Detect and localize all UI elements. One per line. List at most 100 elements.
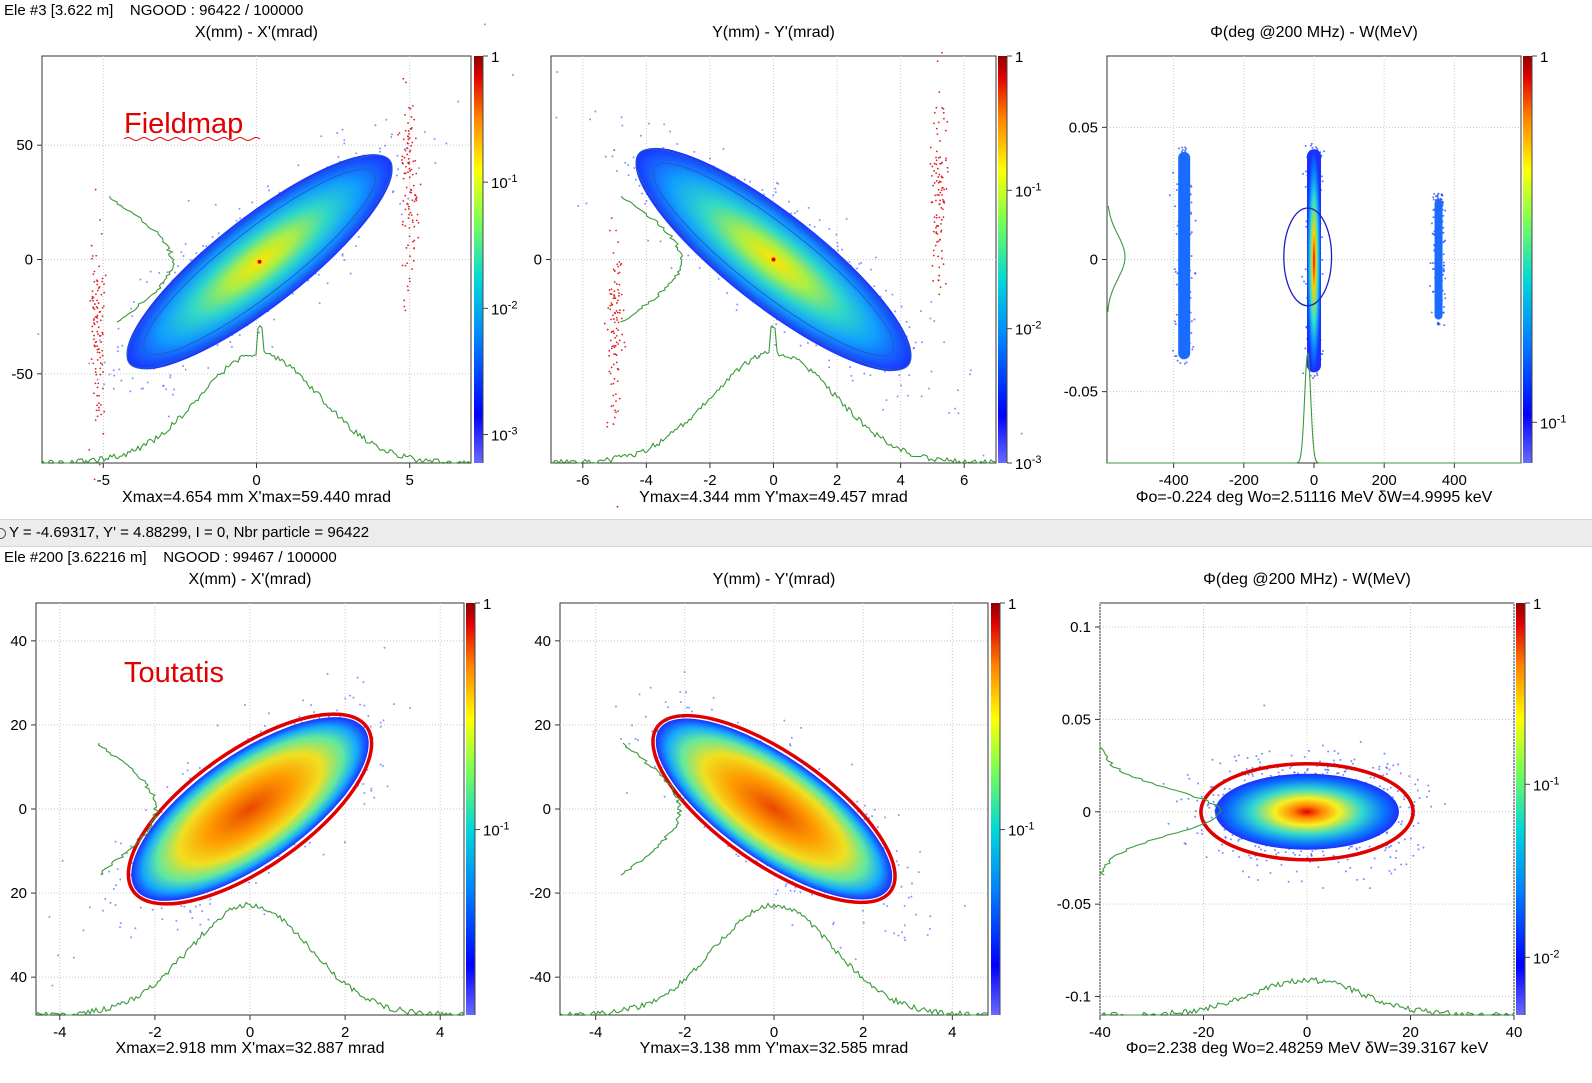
particle: [736, 303, 739, 306]
particle: [352, 696, 355, 699]
x-tick-label: 4: [948, 1024, 956, 1041]
particle: [1432, 216, 1435, 219]
lost-particle: [618, 294, 620, 297]
plot-footer: Ymax=3.138 mm Y'max=32.585 mrad: [640, 1040, 909, 1057]
lost-particle: [406, 142, 409, 144]
particle: [131, 377, 134, 380]
lost-particle: [613, 344, 615, 347]
particle: [790, 736, 793, 739]
lost-particle: [610, 217, 613, 220]
particle: [1179, 361, 1182, 364]
lost-particle: [407, 205, 410, 208]
particle: [119, 922, 122, 925]
particle: [139, 906, 142, 909]
particle: [1168, 194, 1171, 197]
particle: [359, 703, 362, 706]
plot-title: Y(mm) - Y'(mrad): [712, 24, 835, 41]
status-bar: Y = -4.69317, Y' = 4.88299, I = 0, Nbr p…: [0, 519, 1592, 547]
y-profile: [109, 195, 175, 323]
lost-particle: [92, 319, 95, 322]
lost-particle: [615, 354, 618, 356]
particle: [205, 245, 208, 248]
lost-particle: [614, 393, 617, 396]
lost-particle: [402, 138, 405, 141]
particle: [611, 155, 614, 158]
particle: [1429, 262, 1432, 265]
lost-particle: [929, 146, 932, 149]
particle: [982, 454, 985, 457]
lost-particle: [603, 322, 606, 325]
x-tick-label: -5: [97, 472, 110, 489]
plot-footer: Xmax=2.918 mm X'max=32.887 mrad: [116, 1040, 385, 1057]
lost-particle: [615, 327, 618, 330]
lost-particle: [99, 367, 102, 370]
particle: [194, 905, 197, 908]
particle: [1190, 320, 1193, 323]
lost-particle: [97, 287, 100, 290]
lost-particle: [100, 341, 102, 343]
lost-particle: [417, 221, 420, 224]
y-tick-label: 0.05: [1062, 711, 1091, 728]
lost-particle: [404, 129, 407, 132]
particle: [1190, 331, 1193, 334]
lost-particle: [939, 156, 942, 159]
particle: [920, 395, 923, 398]
particle: [1321, 236, 1324, 239]
particle: [698, 266, 701, 269]
particle: [385, 118, 388, 121]
section-label: Fieldmap: [124, 108, 243, 140]
lost-particle: [98, 409, 100, 412]
particle: [88, 362, 91, 365]
colorbar-exponent: -1: [1025, 821, 1035, 833]
lost-particle: [622, 309, 625, 312]
x-tick-label: 200: [1372, 472, 1397, 489]
lost-particle: [624, 345, 627, 348]
particle: [251, 201, 254, 204]
lost-particle: [404, 194, 407, 197]
particle: [1432, 209, 1435, 212]
particle: [633, 166, 636, 169]
lost-particle: [613, 416, 616, 419]
lost-particle: [411, 268, 413, 270]
lost-particle: [610, 366, 613, 369]
lost-particle: [935, 214, 938, 217]
particle: [182, 255, 185, 258]
particle: [632, 156, 635, 159]
lost-particle: [934, 194, 937, 197]
particle: [160, 907, 163, 910]
lost-particle: [96, 330, 99, 333]
particle: [379, 150, 382, 153]
lost-particle: [403, 305, 406, 308]
lost-particle: [608, 354, 611, 357]
lost-particle: [613, 149, 616, 152]
particle: [614, 705, 617, 708]
lost-particle: [408, 280, 411, 283]
particle: [1442, 214, 1445, 217]
bunch-core: [1178, 151, 1191, 360]
lost-particle: [404, 309, 407, 312]
particle: [117, 327, 120, 330]
lost-particle: [617, 343, 619, 345]
particle: [302, 699, 305, 702]
lost-particle: [940, 230, 942, 233]
lost-particle: [936, 193, 939, 196]
y-tick-label: 0: [543, 801, 551, 818]
lost-particle: [610, 318, 612, 321]
lost-particle: [414, 159, 417, 162]
particle: [363, 704, 366, 707]
particle: [1175, 355, 1178, 358]
particle: [109, 901, 112, 904]
lost-particle: [412, 240, 414, 243]
lost-particle: [614, 353, 617, 356]
lost-particle: [90, 244, 93, 247]
particle: [1443, 264, 1446, 267]
lost-particle: [618, 397, 621, 400]
colorbar-label: 10-1: [491, 173, 517, 192]
lost-particle: [936, 241, 938, 243]
particle: [856, 800, 859, 803]
plot-title: X(mm) - X'(mrad): [195, 24, 318, 41]
particle: [835, 233, 838, 236]
lost-particle: [618, 271, 621, 274]
plot-title: Φ(deg @200 MHz) - W(MeV): [1203, 571, 1411, 588]
lost-particle: [614, 297, 617, 299]
